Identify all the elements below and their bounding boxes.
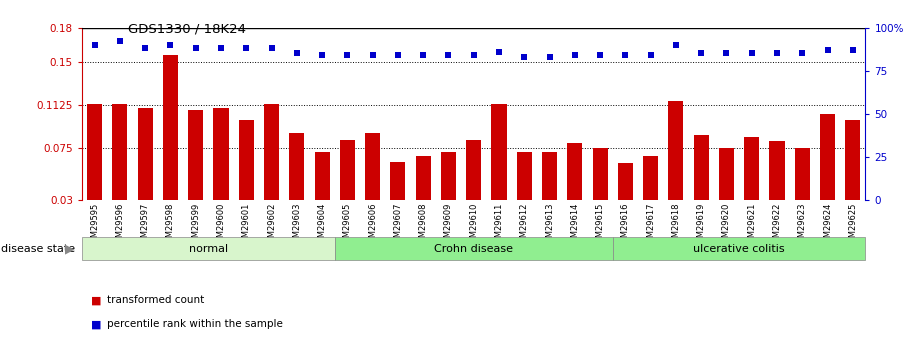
Bar — [517, 152, 532, 235]
Bar — [669, 101, 683, 235]
Bar — [289, 134, 304, 235]
Bar — [138, 108, 153, 235]
Bar — [189, 110, 203, 235]
Point — [770, 51, 784, 56]
Point — [239, 46, 253, 51]
Point — [416, 52, 431, 58]
Text: transformed count: transformed count — [107, 295, 205, 305]
Bar — [820, 114, 835, 235]
Point — [492, 49, 507, 55]
Text: ▶: ▶ — [65, 242, 75, 255]
Point — [189, 46, 203, 51]
Text: ■: ■ — [91, 295, 102, 305]
Point — [820, 47, 834, 53]
Bar — [466, 140, 481, 235]
Bar — [744, 137, 759, 235]
Text: percentile rank within the sample: percentile rank within the sample — [107, 319, 283, 329]
Bar — [415, 156, 431, 235]
Point — [391, 52, 405, 58]
Point — [593, 52, 608, 58]
Bar — [491, 104, 507, 235]
Bar — [314, 152, 330, 235]
Bar — [643, 156, 659, 235]
Point — [138, 46, 152, 51]
Point — [214, 46, 229, 51]
Point — [340, 52, 354, 58]
Bar — [390, 162, 405, 235]
Bar — [592, 148, 608, 235]
Point — [290, 51, 304, 56]
Bar — [163, 55, 178, 235]
Bar — [365, 134, 380, 235]
Bar — [264, 104, 279, 235]
Bar — [719, 148, 734, 235]
Bar — [568, 142, 582, 235]
Point — [568, 52, 582, 58]
Point — [694, 51, 709, 56]
Point — [542, 54, 557, 60]
Point — [87, 42, 102, 48]
Bar — [87, 104, 102, 235]
Point — [643, 52, 658, 58]
Point — [719, 51, 733, 56]
Bar — [340, 140, 355, 235]
Bar — [693, 135, 709, 235]
Bar — [770, 141, 784, 235]
Point — [744, 51, 759, 56]
Point — [845, 47, 860, 53]
Text: disease state: disease state — [1, 244, 75, 254]
Point — [365, 52, 380, 58]
Text: Crohn disease: Crohn disease — [435, 244, 513, 254]
Point — [795, 51, 810, 56]
Point — [163, 42, 178, 48]
Text: GDS1330 / 18K24: GDS1330 / 18K24 — [128, 22, 246, 36]
Bar — [618, 163, 633, 235]
Text: normal: normal — [189, 244, 228, 254]
Bar — [441, 152, 456, 235]
Text: ulcerative colitis: ulcerative colitis — [693, 244, 785, 254]
Point — [466, 52, 481, 58]
Point — [618, 52, 632, 58]
Bar — [112, 104, 128, 235]
Bar — [794, 148, 810, 235]
Bar — [845, 120, 860, 235]
Point — [113, 39, 128, 44]
Bar — [239, 120, 254, 235]
Bar — [213, 108, 229, 235]
Text: ■: ■ — [91, 319, 102, 329]
Point — [264, 46, 279, 51]
Point — [315, 52, 330, 58]
Bar — [542, 152, 558, 235]
Point — [669, 42, 683, 48]
Point — [517, 54, 531, 60]
Point — [441, 52, 456, 58]
